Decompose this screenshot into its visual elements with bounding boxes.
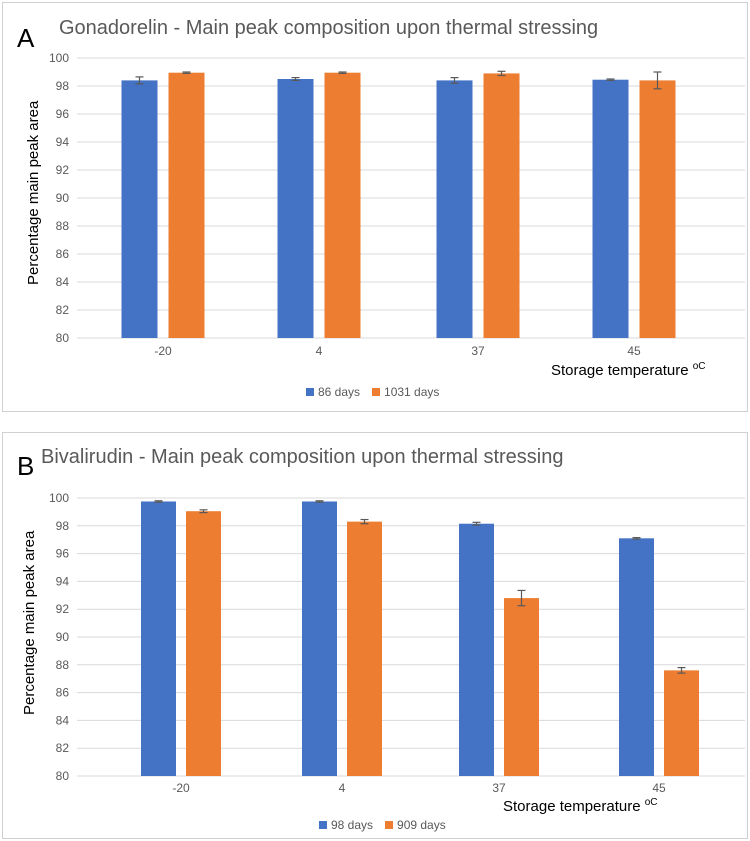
y-tick-label: 100: [49, 51, 69, 65]
x-tick-label: -20: [154, 344, 172, 358]
legend: 98 days 909 days: [319, 818, 446, 832]
chart-b-plot: 80 82 84 86 88 90 92 94 96 98 100 -20 4 37 45: [49, 491, 745, 795]
legend-item: 909 days: [385, 818, 446, 832]
bar: [141, 501, 176, 776]
x-tick-label: 4: [339, 781, 346, 795]
legend-label: 909 days: [397, 818, 446, 832]
y-tick-label: 80: [56, 769, 70, 783]
x-axis-label: Storage temperature oC: [551, 361, 706, 380]
bar: [121, 80, 158, 339]
y-tick-label: 100: [49, 491, 69, 505]
x-tick-label: 45: [627, 344, 641, 358]
y-tick-label: 88: [56, 219, 70, 233]
y-tick-label: 86: [56, 247, 70, 261]
bar: [436, 80, 473, 339]
bar: [324, 72, 361, 338]
y-tick-label: 80: [56, 331, 70, 345]
x-tick-label: -20: [172, 781, 190, 795]
y-axis-label: Percentage main peak area: [25, 100, 42, 285]
panel-letter: B: [17, 451, 35, 481]
bar: [459, 523, 494, 776]
x-axis-unit: oC: [692, 361, 706, 372]
bar: [483, 73, 520, 339]
legend-label: 86 days: [318, 385, 361, 399]
x-axis-label: Storage temperature oC: [503, 797, 658, 816]
panel-letter: A: [17, 23, 35, 53]
legend-item: 1031 days: [372, 385, 439, 399]
x-tick-label: 45: [652, 781, 666, 795]
y-tick-label: 84: [56, 713, 70, 727]
bar: [168, 72, 205, 338]
chart-title: Gonadorelin - Main peak composition upon…: [59, 17, 599, 39]
chart-title: Bivalirudin - Main peak composition upon…: [41, 446, 564, 468]
y-tick-label: 94: [56, 135, 70, 149]
bar: [347, 521, 382, 776]
y-tick-label: 98: [56, 79, 70, 93]
legend: 86 days 1031 days: [306, 385, 439, 399]
bar: [302, 501, 337, 776]
bar: [664, 670, 699, 776]
legend-item: 86 days: [306, 385, 360, 399]
y-tick-label: 92: [56, 602, 70, 616]
y-tick-label: 98: [56, 519, 70, 533]
legend-item: 98 days: [319, 818, 373, 832]
y-tick-label: 88: [56, 658, 70, 672]
bar: [592, 79, 629, 338]
x-tick-label: 37: [471, 344, 485, 358]
x-tick-label: 4: [316, 344, 323, 358]
y-tick-label: 94: [56, 574, 70, 588]
y-tick-label: 96: [56, 107, 70, 121]
y-axis-label: Percentage main peak area: [21, 530, 38, 715]
x-axis-unit: oC: [644, 797, 658, 808]
y-tick-label: 84: [56, 275, 70, 289]
y-tick-label: 86: [56, 686, 70, 700]
bar: [504, 598, 539, 776]
bar: [186, 511, 221, 776]
y-tick-label: 82: [56, 741, 70, 755]
y-tick-label: 90: [56, 630, 70, 644]
x-axis-label-text: Storage temperature: [503, 798, 641, 815]
panel-b: 80 82 84 86 88 90 92 94 96 98 100 -20 4 37 45 B Bivali…: [2, 432, 748, 839]
panel-a: 80 82 84 86 88 90 92 94 96 98 100 -20 4 37 45 A Gonado…: [2, 2, 748, 412]
legend-label: 98 days: [331, 818, 374, 832]
legend-label: 1031 days: [384, 385, 440, 399]
x-axis-label-text: Storage temperature: [551, 362, 689, 379]
y-tick-label: 96: [56, 547, 70, 561]
bar: [639, 80, 676, 339]
bar: [277, 79, 314, 338]
y-tick-label: 90: [56, 191, 70, 205]
y-tick-label: 92: [56, 163, 70, 177]
y-tick-label: 82: [56, 303, 70, 317]
bar: [619, 538, 654, 776]
x-tick-label: 37: [492, 781, 506, 795]
chart-a-plot: 80 82 84 86 88 90 92 94 96 98 100 -20 4 37 45: [49, 51, 745, 358]
